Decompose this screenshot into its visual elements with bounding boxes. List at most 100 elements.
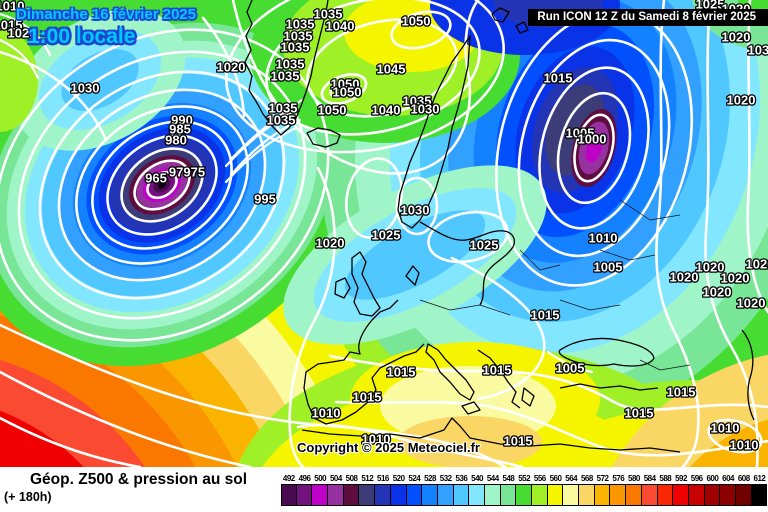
colorbar-value: 528 xyxy=(424,474,436,483)
pressure-label: 1050 xyxy=(402,14,431,29)
forecast-time: 1:00 locale xyxy=(28,25,136,48)
colorbar-step: 580 xyxy=(626,474,642,506)
colorbar-cell xyxy=(437,484,454,506)
colorbar-step: 516 xyxy=(375,474,391,506)
colorbar-cell xyxy=(281,484,297,506)
colorbar-step: 596 xyxy=(688,474,705,506)
pressure-label: 995 xyxy=(254,192,276,207)
pressure-label: 1015 xyxy=(544,71,573,86)
colorbar-value: 608 xyxy=(737,474,750,483)
pressure-label: 1015 xyxy=(625,406,654,421)
colorbar-value: 512 xyxy=(361,474,374,483)
forecast-date: Dimanche 16 février 2025 xyxy=(16,6,197,23)
pressure-label: 1035 xyxy=(276,57,305,72)
colorbar-value: 604 xyxy=(722,474,735,483)
pressure-label: 1015 xyxy=(0,18,22,33)
pressure-label: 1020 xyxy=(8,26,37,41)
pressure-label: 1040 xyxy=(326,19,355,34)
colorbar-value: 596 xyxy=(690,474,703,483)
colorbar-step: 560 xyxy=(547,474,564,506)
pressure-label: 1005 xyxy=(566,126,595,141)
colorbar-cell xyxy=(735,484,752,506)
colorbar-step: 556 xyxy=(532,474,548,506)
pressure-label: 965 xyxy=(145,171,167,186)
pressure-label: 1050 xyxy=(318,103,347,118)
colorbar-step: 532 xyxy=(437,474,454,506)
pressure-label: 1015 xyxy=(483,363,512,378)
pressure-label: 1010 xyxy=(711,421,740,436)
colorbar-step: 504 xyxy=(328,474,344,506)
pressure-label: 1035 xyxy=(267,113,296,128)
pressure-label: 1035 xyxy=(284,29,313,44)
pressure-label: 1030 xyxy=(748,43,768,58)
colorbar-cell xyxy=(704,484,721,506)
pressure-label: 980 xyxy=(165,133,187,148)
pressure-label: 1015 xyxy=(531,308,560,323)
colorbar-step: 604 xyxy=(720,474,736,506)
colorbar-cell xyxy=(390,484,407,506)
colorbar-step: 548 xyxy=(500,474,517,506)
isobar-lines xyxy=(0,0,768,467)
pressure-label: 1020 xyxy=(722,30,751,45)
colorbar-cell xyxy=(594,484,611,506)
colorbar-value: 532 xyxy=(439,474,452,483)
colorbar-cell xyxy=(751,484,768,506)
pressure-label: 1010 xyxy=(362,432,391,447)
colorbar-value: 496 xyxy=(298,474,311,483)
model-run-info: Run ICON 12 Z du Samedi 8 février 2025 xyxy=(528,9,768,26)
colorbar-value: 516 xyxy=(377,474,389,483)
colorbar-value: 552 xyxy=(518,474,531,483)
colorbar-value: 592 xyxy=(675,474,687,483)
pressure-label: 1015 xyxy=(504,434,533,449)
colorbar-value: 492 xyxy=(282,474,295,483)
colorbar-cell xyxy=(641,484,658,506)
pressure-label: 1015 xyxy=(667,385,696,400)
colorbar-step: 600 xyxy=(704,474,721,506)
colorbar-step: 564 xyxy=(563,474,580,506)
colorbar-value: 588 xyxy=(659,474,672,483)
pressure-label: 1020 xyxy=(727,93,756,108)
colorbar-value: 508 xyxy=(345,474,358,483)
pressure-label: 1050 xyxy=(331,77,360,92)
colorbar-value: 572 xyxy=(596,474,609,483)
pressure-label: 1030 xyxy=(411,102,440,117)
pressure-label: 1035 xyxy=(403,94,432,109)
pressure-label: 1050 xyxy=(333,85,362,100)
pressure-label: 1035 xyxy=(269,101,298,116)
copyright-text: Copyright © 2025 Meteociel.fr xyxy=(297,440,480,455)
colorbar-value: 524 xyxy=(408,474,421,483)
colorbar-cell xyxy=(484,484,501,506)
colorbar-cell xyxy=(720,484,736,506)
colorbar-value: 500 xyxy=(314,474,327,483)
colorbar-step: 588 xyxy=(657,474,674,506)
colorbar-step: 492 xyxy=(281,474,297,506)
colorbar-step: 500 xyxy=(312,474,329,506)
colorbar-step: 572 xyxy=(594,474,611,506)
pressure-labels: 1010101510201030102099098598096597975995… xyxy=(0,0,768,454)
colorbar-cell xyxy=(328,484,344,506)
pressure-label: 990 xyxy=(171,113,193,128)
colorbar-cell xyxy=(610,484,627,506)
colorbar-step: 592 xyxy=(673,474,689,506)
colorbar-cell xyxy=(312,484,329,506)
pressure-label: 985 xyxy=(169,122,191,137)
colorbar-cell xyxy=(626,484,642,506)
pressure-label: 1020 xyxy=(670,270,699,285)
pressure-label: 1010 xyxy=(730,438,759,453)
pressure-label: 1030 xyxy=(401,203,430,218)
colorbar-cell xyxy=(516,484,532,506)
colorbar-step: 584 xyxy=(641,474,658,506)
legend-bar: Géop. Z500 & pression au sol (+ 180h) 49… xyxy=(0,467,768,512)
colorbar-cell xyxy=(547,484,564,506)
colorbar-value: 600 xyxy=(706,474,719,483)
pressure-label: 1035 xyxy=(286,17,315,32)
colorbar-step: 568 xyxy=(579,474,595,506)
colorbar-value: 612 xyxy=(753,474,766,483)
pressure-label: 1035 xyxy=(271,69,300,84)
pressure-label: 1020 xyxy=(703,285,732,300)
colorbar-step: 536 xyxy=(453,474,470,506)
colorbar-step: 552 xyxy=(516,474,532,506)
colorbar-step: 612 xyxy=(751,474,768,506)
colorbar-value: 584 xyxy=(643,474,656,483)
